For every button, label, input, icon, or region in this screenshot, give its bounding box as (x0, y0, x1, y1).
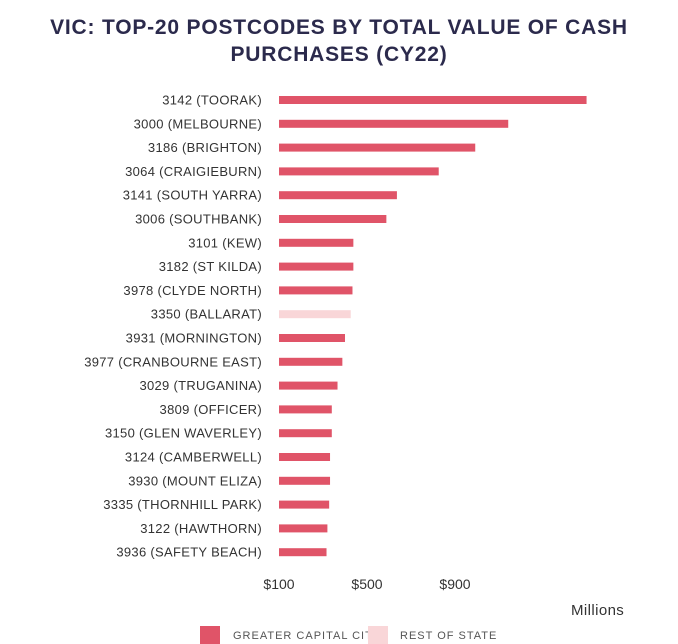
category-label: 3122 (HAWTHORN) (140, 521, 262, 536)
category-label: 3182 (ST KILDA) (159, 259, 262, 274)
category-label: 3142 (TOORAK) (162, 93, 262, 108)
legend-swatch-greater-capital (200, 626, 220, 644)
legend-label-greater-capital: GREATER CAPITAL CITY (233, 630, 382, 642)
chart-title: VIC: TOP-20 POSTCODES BY TOTAL VALUE OF … (0, 14, 678, 68)
legend-swatch-rest-of-state (368, 626, 388, 644)
chart-title-line-1: VIC: TOP-20 POSTCODES BY TOTAL VALUE OF … (50, 16, 628, 39)
bar (279, 381, 338, 390)
category-label: 3029 (TRUGANINA) (139, 378, 262, 393)
bar (279, 334, 345, 342)
category-label: 3000 (MELBOURNE) (134, 116, 262, 131)
bar (279, 500, 330, 509)
category-label: 3930 (MOUNT ELIZA) (128, 473, 262, 488)
x-tick-label: $500 (351, 576, 382, 592)
category-label: 3809 (OFFICER) (160, 402, 262, 417)
category-label: 3931 (MORNINGTON) (126, 331, 262, 346)
bar (279, 286, 353, 295)
category-label: 3150 (GLEN WAVERLEY) (105, 426, 262, 441)
bar (279, 119, 509, 128)
bar (279, 310, 351, 319)
bar (279, 96, 587, 104)
category-label: 3124 (CAMBERWELL) (125, 450, 262, 465)
bar (279, 429, 332, 438)
category-label: 3978 (CLYDE NORTH) (123, 283, 262, 298)
bar (279, 191, 397, 200)
bar (279, 548, 327, 557)
bar (279, 476, 331, 485)
category-label: 3006 (SOUTHBANK) (135, 212, 262, 227)
category-label: 3350 (BALLARAT) (151, 307, 262, 322)
category-label: 3936 (SAFETY BEACH) (116, 545, 262, 560)
category-label: 3141 (SOUTH YARRA) (123, 188, 262, 203)
chart-title-line-2: PURCHASES (CY22) (230, 43, 448, 66)
bar (279, 357, 343, 366)
category-label: 3977 (CRANBOURNE EAST) (84, 354, 262, 369)
x-tick-label: $900 (439, 576, 470, 592)
bar (279, 238, 354, 247)
bar (279, 143, 476, 152)
legend: GREATER CAPITAL CITY REST OF STATE (200, 622, 660, 644)
category-label: 3335 (THORNHILL PARK) (103, 497, 262, 512)
x-tick-label: $100 (263, 576, 294, 592)
bar (279, 524, 328, 533)
category-label: 3101 (KEW) (188, 235, 262, 250)
legend-label-rest-of-state: REST OF STATE (400, 630, 498, 642)
x-axis-units-label: Millions (571, 602, 625, 619)
bar (279, 167, 439, 176)
bar (279, 262, 354, 271)
bar (279, 453, 331, 461)
bar (279, 405, 332, 414)
category-label: 3186 (BRIGHTON) (148, 140, 262, 155)
category-label: 3064 (CRAIGIEBURN) (125, 164, 262, 179)
bar (279, 215, 387, 223)
